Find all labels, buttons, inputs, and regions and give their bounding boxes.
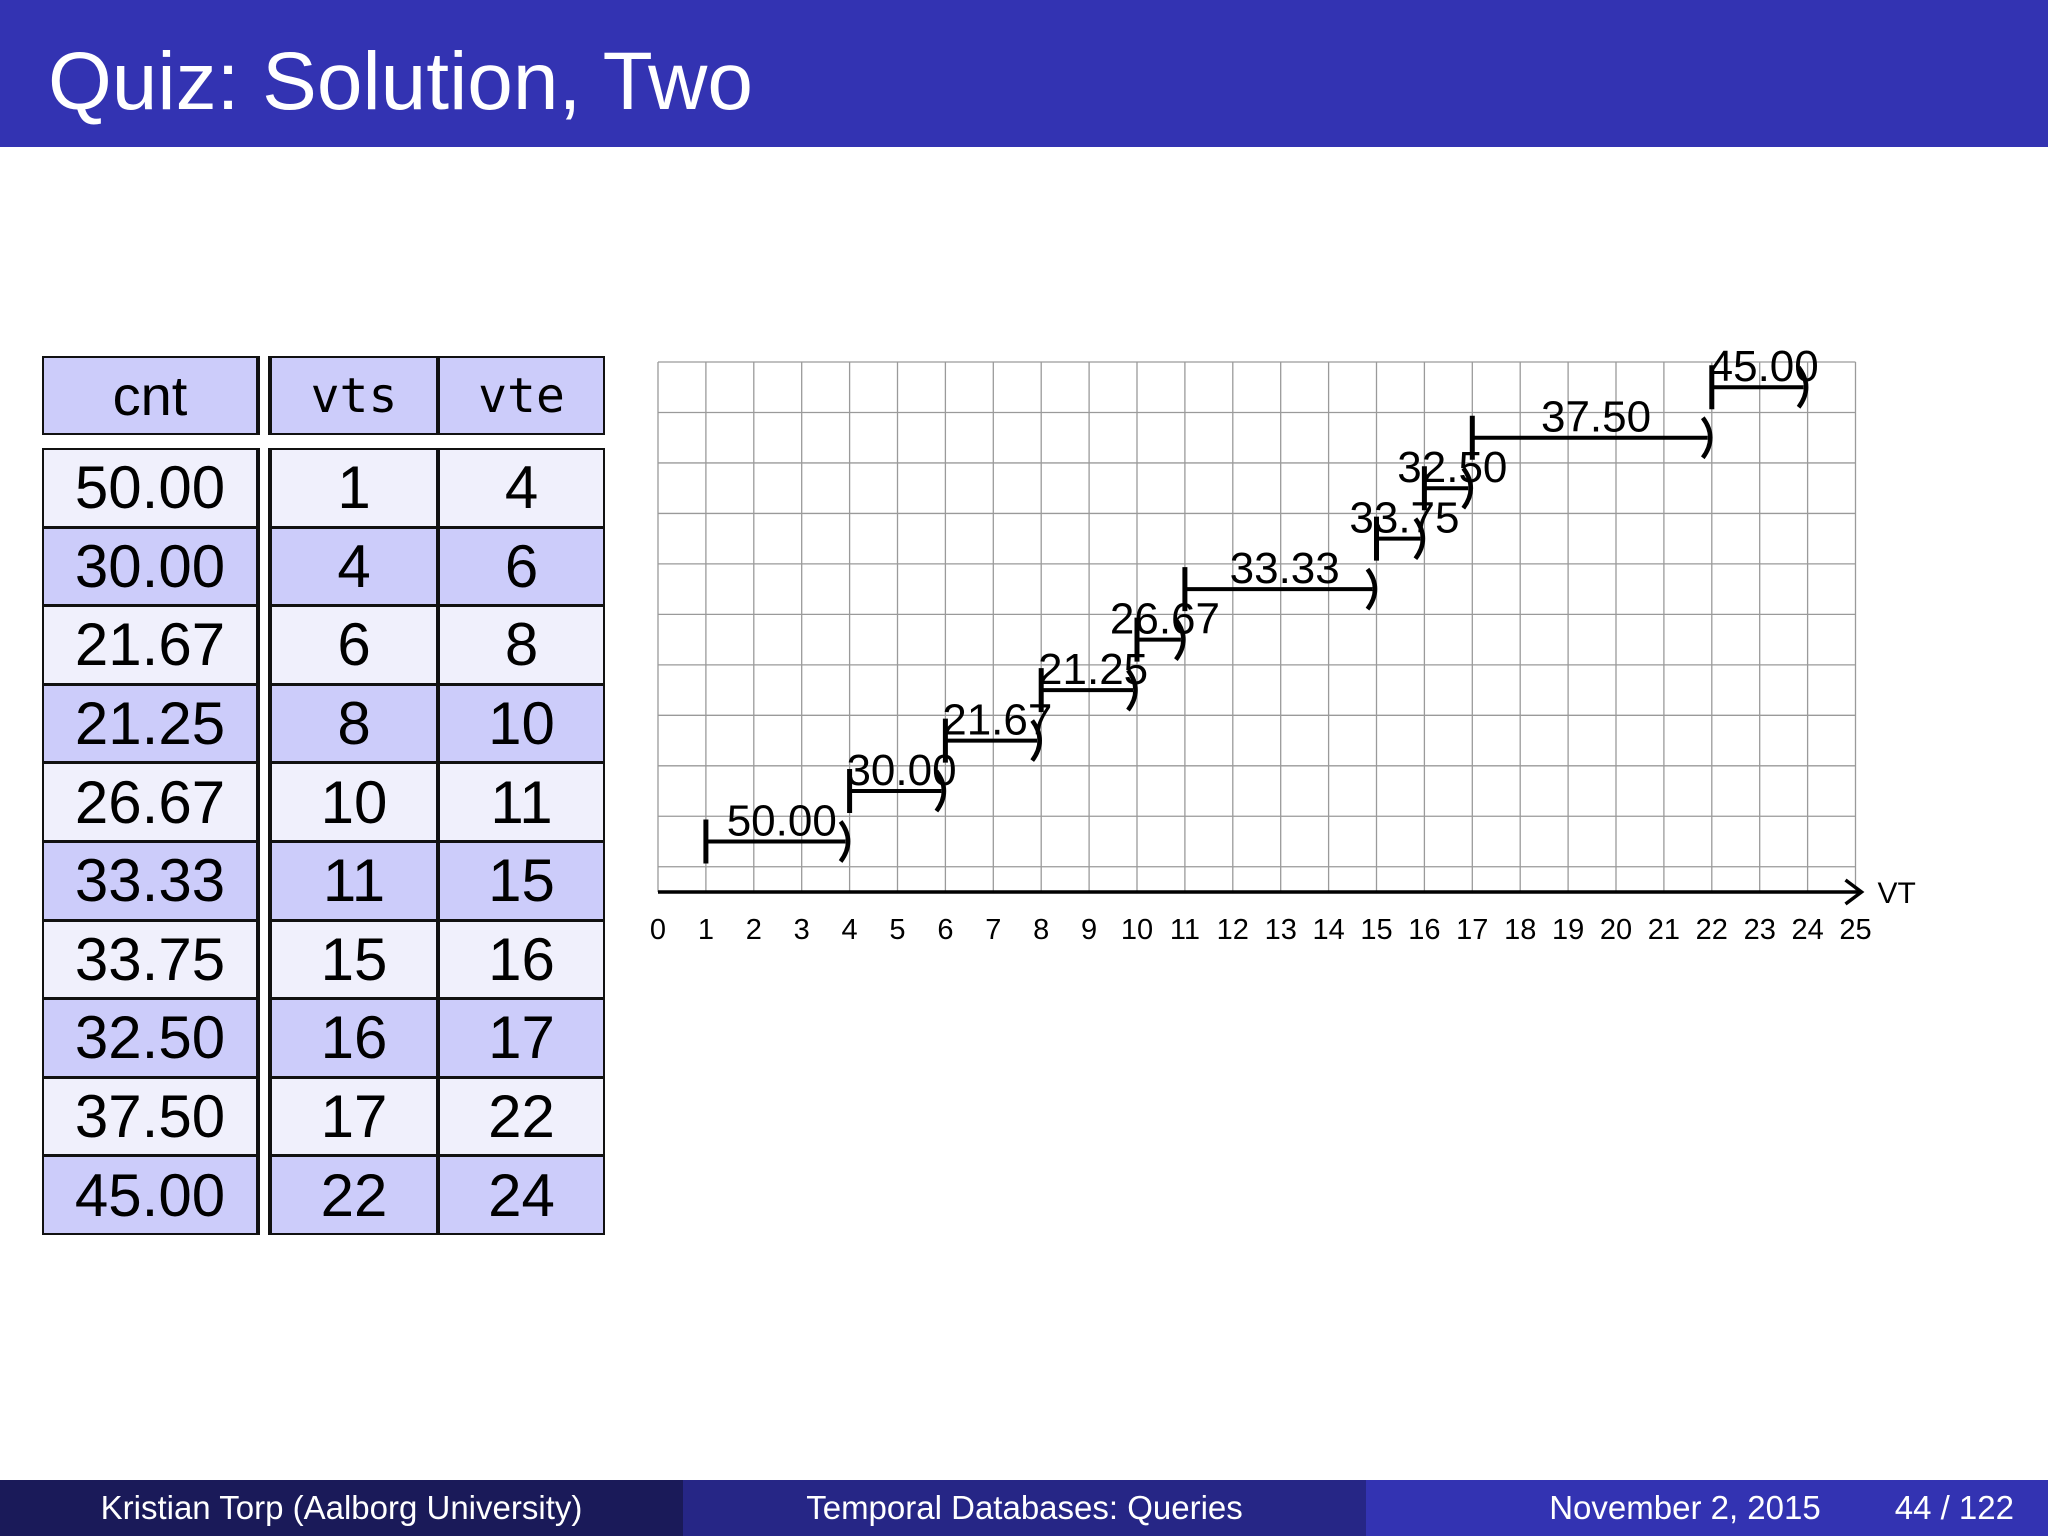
interval-end-paren [1461, 466, 1474, 510]
cell-vte: 17 [438, 998, 605, 1078]
cell-vte: 16 [438, 919, 605, 1000]
cell-vte: 24 [438, 1155, 605, 1235]
x-axis-arrow [1844, 878, 1865, 906]
x-tick-label: 16 [1408, 914, 1440, 946]
cell-cnt: 45.00 [42, 1155, 258, 1235]
cell-cnt: 30.00 [42, 526, 258, 607]
title-bar: Quiz: Solution, Two [0, 0, 2048, 147]
header-vts: vts [270, 356, 438, 435]
x-tick-label: 19 [1552, 914, 1584, 946]
footer-date: November 2, 2015 [1549, 1489, 1821, 1526]
cell-vte: 22 [438, 1076, 605, 1157]
cell-vts: 11 [270, 841, 438, 921]
interval-label: 30.00 [846, 746, 956, 795]
x-tick-label: 24 [1791, 914, 1823, 946]
x-tick-label: 8 [1033, 914, 1049, 946]
cell-cnt: 50.00 [42, 448, 258, 528]
header-vte: vte [438, 356, 605, 435]
x-tick-label: 11 [1170, 914, 1200, 946]
interval-label: 50.00 [727, 797, 837, 846]
interval-end-paren [838, 820, 851, 863]
interval-label: 21.67 [942, 696, 1052, 745]
interval-label: 37.50 [1541, 393, 1651, 442]
footer-author-section: Kristian Torp (Aalborg University) [0, 1480, 683, 1536]
cell-vts: 6 [270, 605, 438, 685]
cell-vts: 10 [270, 762, 438, 842]
x-tick-label: 5 [889, 914, 905, 946]
footer-author: Kristian Torp (Aalborg University) [100, 1489, 583, 1526]
interval-label: 26.67 [1110, 595, 1220, 644]
cell-vts: 16 [270, 998, 438, 1078]
cell-vts: 8 [270, 683, 438, 764]
x-tick-label: 25 [1839, 914, 1871, 946]
x-tick-label: 9 [1081, 914, 1097, 946]
chart-grid [657, 361, 1857, 892]
footer-date-section: November 2, 2015 44 / 122 [1366, 1480, 2048, 1536]
interval-end-paren [1030, 719, 1042, 762]
body-double-rule [258, 448, 270, 1235]
x-tick-label: 17 [1456, 914, 1488, 946]
x-tick-label: 7 [985, 914, 1001, 946]
cell-cnt: 32.50 [42, 998, 258, 1078]
slide-title: Quiz: Solution, Two [48, 36, 753, 127]
header-cnt: cnt [42, 356, 258, 435]
x-axis-label: VT [1878, 877, 1916, 910]
x-tick-label: 23 [1744, 914, 1776, 946]
cell-vte: 6 [438, 526, 605, 607]
cell-vte: 8 [438, 605, 605, 685]
x-tick-label: 6 [937, 914, 953, 946]
interval-label: 21.25 [1038, 645, 1148, 694]
cell-cnt: 26.67 [42, 762, 258, 842]
interval-end-paren [1365, 567, 1378, 611]
interval-label: 33.75 [1349, 494, 1459, 543]
x-tick-label: 22 [1696, 914, 1728, 946]
x-tick-label: 12 [1217, 914, 1249, 946]
x-tick-label: 21 [1648, 914, 1680, 946]
cell-vte: 4 [438, 448, 605, 528]
footer-page-number: 44 / 122 [1894, 1489, 2014, 1526]
x-tick-label: 20 [1600, 914, 1632, 946]
x-tick-label: 13 [1265, 914, 1297, 946]
interval-end-paren [934, 769, 947, 813]
interval-label: 45.00 [1709, 342, 1819, 391]
x-tick-label: 3 [794, 914, 810, 946]
interval-label: 32.50 [1397, 443, 1507, 492]
x-tick-label: 14 [1312, 914, 1344, 946]
x-tick-label: 4 [842, 914, 858, 946]
x-tick-label: 2 [746, 914, 762, 946]
cell-vts: 17 [270, 1076, 438, 1157]
cell-vte: 15 [438, 841, 605, 921]
interval-end-paren [1796, 365, 1809, 409]
interval-end-paren [1413, 517, 1426, 561]
cell-cnt: 37.50 [42, 1076, 258, 1157]
cell-cnt: 33.33 [42, 841, 258, 921]
cell-vts: 15 [270, 919, 438, 1000]
cell-vts: 22 [270, 1155, 438, 1235]
cell-cnt: 21.25 [42, 683, 258, 764]
interval-end-paren [1700, 416, 1713, 460]
interval-end-paren [1174, 618, 1186, 661]
x-tick-label: 0 [650, 914, 666, 946]
x-tick-label: 1 [698, 914, 714, 946]
x-tick-label: 15 [1360, 914, 1392, 946]
cell-vts: 1 [270, 448, 438, 528]
footer-title-section: Temporal Databases: Queries [683, 1480, 1366, 1536]
x-tick-label: 18 [1504, 914, 1536, 946]
x-tick-label: 10 [1121, 914, 1153, 946]
cell-cnt: 21.67 [42, 605, 258, 685]
interval-end-paren [1126, 668, 1138, 712]
cell-cnt: 33.75 [42, 919, 258, 1000]
footer: Kristian Torp (Aalborg University) Tempo… [0, 1480, 2048, 1536]
cell-vte: 11 [438, 762, 605, 842]
footer-talk-title: Temporal Databases: Queries [806, 1489, 1243, 1526]
interval-label: 33.33 [1230, 544, 1340, 593]
header-double-rule [258, 356, 270, 435]
